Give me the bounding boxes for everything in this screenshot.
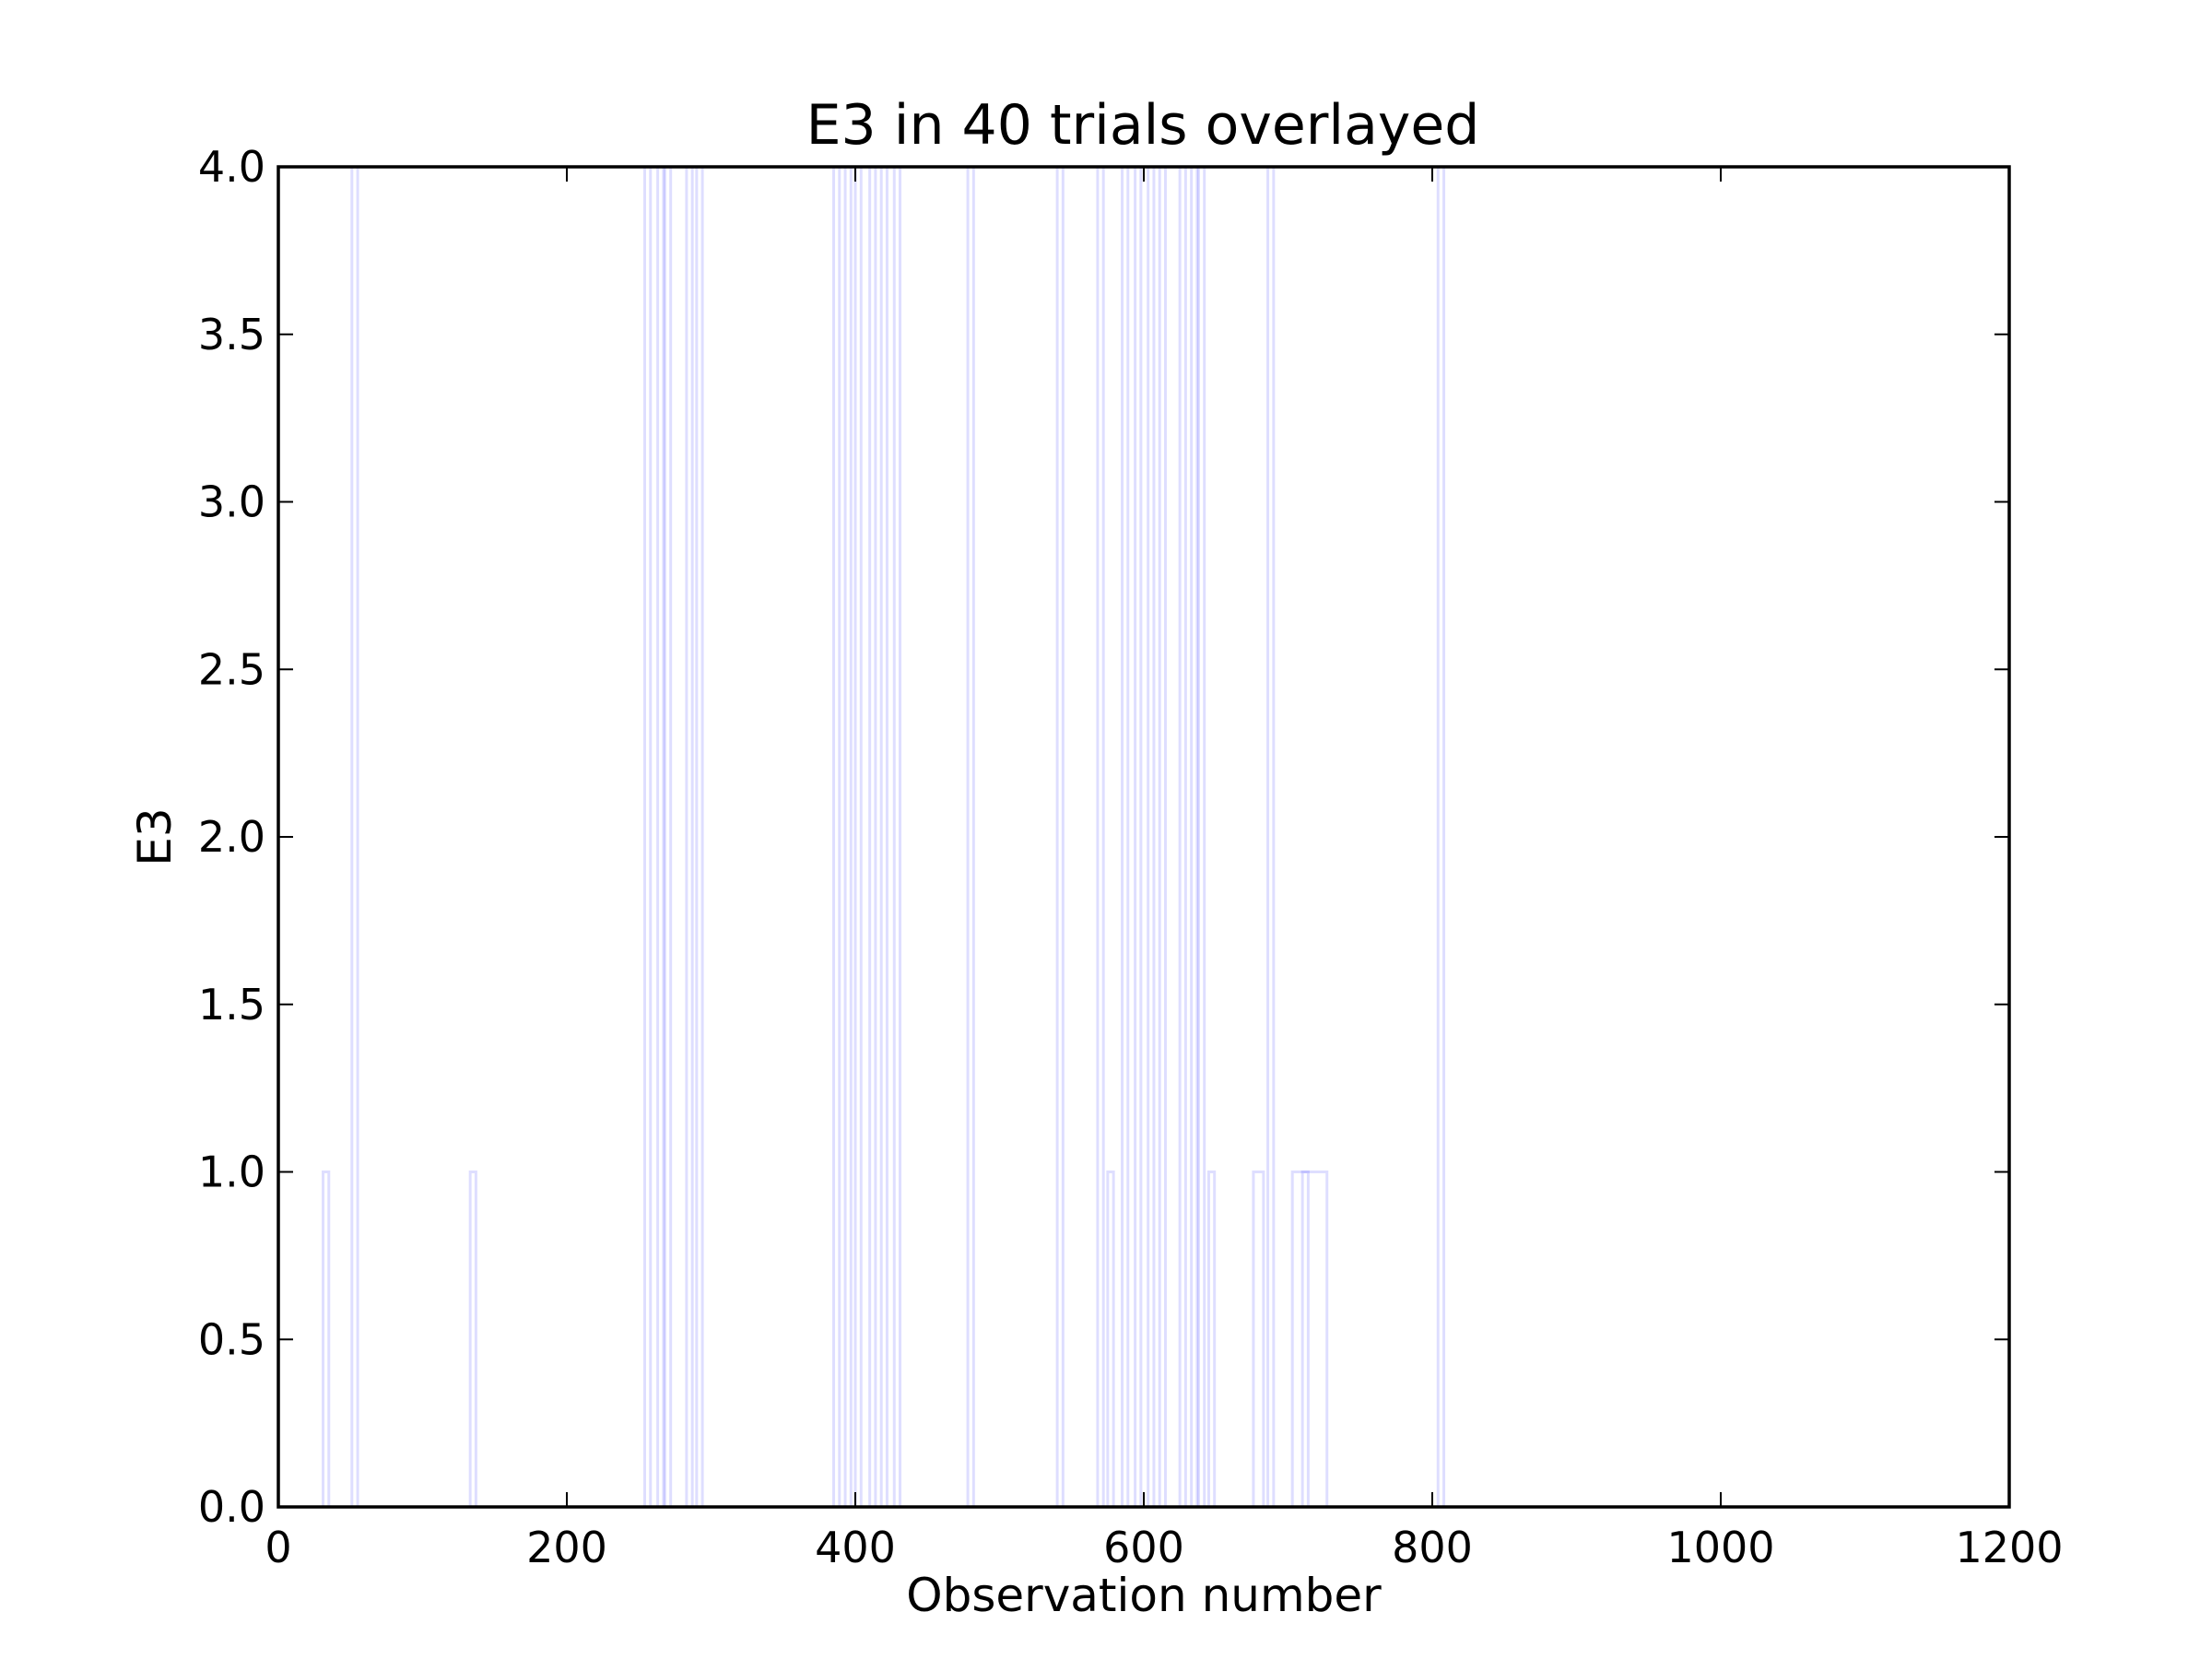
x-axis: 0 200 400 600 800 1000 1200 (265, 167, 2064, 1572)
trial-trace-27 (278, 1171, 2009, 1509)
trial-trace-10 (278, 165, 2009, 1509)
trial-trace-25 (278, 1171, 2009, 1509)
x-tick-label: 1000 (1666, 1523, 1774, 1572)
trial-trace-7 (278, 165, 2009, 1509)
trial-trace-8 (278, 165, 2009, 1509)
trial-trace-23 (278, 165, 2009, 1509)
trial-trace-18 (278, 165, 2009, 1509)
trial-trace-12 (278, 165, 2009, 1509)
trial-trace-24 (278, 1171, 2009, 1509)
y-tick-label: 3.0 (198, 477, 265, 527)
trial-trace-3 (278, 1171, 2009, 1509)
trial-trace-17 (278, 165, 2009, 1509)
x-axis-label: Observation number (906, 1569, 1382, 1622)
chart-title: E3 in 40 trials overlayed (806, 93, 1480, 158)
trial-trace-28 (278, 1171, 2009, 1509)
x-tick-label: 600 (1103, 1523, 1184, 1572)
trial-trace-14 (278, 165, 2009, 1509)
trial-trace-4 (278, 165, 2009, 1509)
y-tick-label: 0.0 (198, 1482, 265, 1532)
trial-trace-2 (278, 165, 2009, 1509)
trial-trace-22 (278, 165, 2009, 1509)
x-tick-label: 0 (265, 1523, 291, 1572)
trial-trace-6 (278, 165, 2009, 1509)
trial-trace-13 (278, 165, 2009, 1509)
x-tick-label: 400 (815, 1523, 896, 1572)
trial-trace-16 (278, 165, 2009, 1509)
trial-trace-11 (278, 165, 2009, 1509)
trial-trace-5 (278, 165, 2009, 1509)
y-tick-label: 3.5 (198, 310, 265, 359)
y-tick-label: 2.5 (198, 644, 265, 694)
y-axis: 0.0 0.5 1.0 1.5 2.0 2.5 3.0 3.5 4.0 (198, 142, 2009, 1532)
trial-trace-20 (278, 165, 2009, 1509)
trial-trace-19 (278, 165, 2009, 1509)
y-tick-label: 2.0 (198, 812, 265, 862)
x-tick-label: 200 (526, 1523, 607, 1572)
y-tick-label: 4.0 (198, 142, 265, 192)
y-axis-label: E3 (128, 807, 182, 865)
x-tick-label: 800 (1392, 1523, 1473, 1572)
plot-frame (276, 165, 2011, 1509)
x-tick-label: 1200 (1955, 1523, 2063, 1572)
y-tick-label: 0.5 (198, 1314, 265, 1364)
trial-trace-21 (278, 165, 2009, 1509)
trace-layer (278, 165, 2009, 1509)
y-tick-label: 1.5 (198, 980, 265, 1030)
trial-trace-1 (278, 165, 2009, 1509)
y-tick-label: 1.0 (198, 1147, 265, 1197)
trial-trace-9 (278, 165, 2009, 1509)
trial-trace-15 (278, 165, 2009, 1509)
trial-trace-26 (278, 165, 2009, 1509)
trial-trace-29 (278, 165, 2009, 1509)
